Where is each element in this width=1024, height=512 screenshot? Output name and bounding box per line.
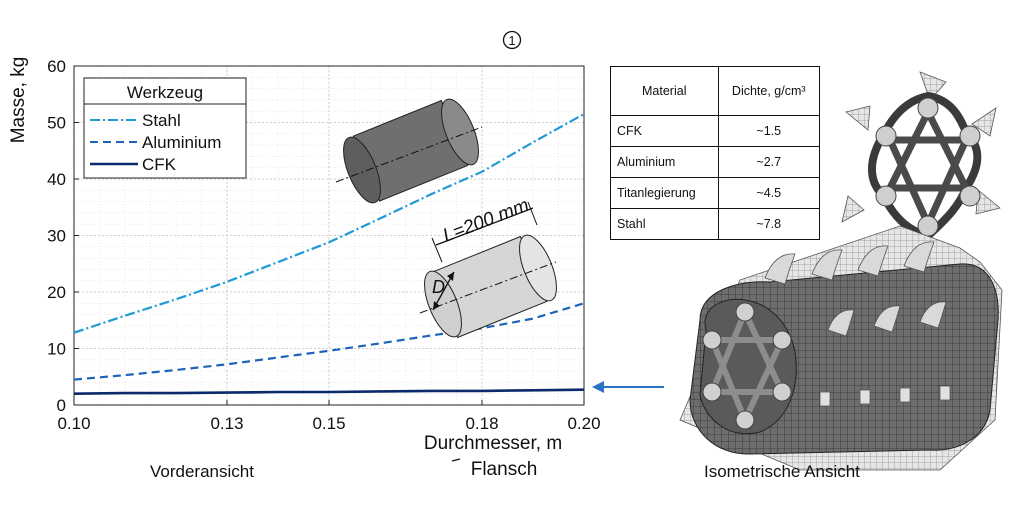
diameter-dimension-label: D bbox=[432, 277, 445, 297]
caption-front-view: Vorderansicht bbox=[150, 462, 254, 481]
x-axis-label-sub-tilde bbox=[451, 458, 461, 462]
legend: Werkzeug Stahl Aluminium CFK bbox=[83, 77, 247, 179]
y-tick-label: 20 bbox=[47, 283, 66, 302]
x-axis-label: Durchmesser, m bbox=[424, 433, 562, 454]
table-row: Titanlegierung ~4.5 bbox=[610, 177, 820, 209]
pointer-arrow bbox=[592, 381, 664, 393]
table-row: Stahl ~7.8 bbox=[610, 208, 820, 240]
table-header-material: Material bbox=[610, 66, 719, 116]
y-tick-label: 40 bbox=[47, 170, 66, 189]
y-tick-label: 50 bbox=[47, 114, 66, 133]
circled-number-marker: 1 bbox=[502, 30, 522, 50]
isometric-render bbox=[679, 225, 1003, 471]
legend-entry-stahl: Stahl bbox=[142, 111, 181, 130]
series-line-aluminium bbox=[73, 302, 585, 381]
y-tick-label: 60 bbox=[47, 57, 66, 76]
table-cell-material: CFK bbox=[610, 115, 719, 147]
x-axis-label-sub: Flansch bbox=[471, 459, 538, 480]
legend-entry-cfk: CFK bbox=[142, 155, 177, 174]
series-layer bbox=[73, 113, 585, 395]
table-row: CFK ~1.5 bbox=[610, 115, 820, 147]
x-tick-label: 0.13 bbox=[210, 414, 243, 433]
table-cell-material: Stahl bbox=[610, 208, 719, 240]
dark-cylinder-illustration bbox=[335, 98, 483, 204]
table-cell-material: Aluminium bbox=[610, 146, 719, 178]
table-row: Aluminium ~2.7 bbox=[610, 146, 820, 178]
table-cell-density: ~4.5 bbox=[717, 177, 820, 209]
x-tick-label: 0.15 bbox=[312, 414, 345, 433]
y-tick-label: 10 bbox=[47, 340, 66, 359]
x-tick-label: 0.18 bbox=[465, 414, 498, 433]
circled-number-text: 1 bbox=[508, 33, 515, 48]
material-density-table: Material Dichte, g/cm³ CFK ~1.5 Aluminiu… bbox=[610, 66, 820, 240]
x-tick-label: 0.10 bbox=[57, 414, 90, 433]
y-tick-label: 0 bbox=[57, 396, 66, 415]
caption-isometric-view: Isometrische Ansicht bbox=[704, 462, 860, 481]
x-tick-label: 0.20 bbox=[567, 414, 600, 433]
table-cell-density: ~1.5 bbox=[717, 115, 820, 147]
table-cell-material: Titanlegierung bbox=[610, 177, 719, 209]
legend-title: Werkzeug bbox=[127, 83, 203, 102]
table-header-density: Dichte, g/cm³ bbox=[717, 66, 820, 116]
y-tick-label: 30 bbox=[47, 227, 66, 246]
series-line-stahl bbox=[73, 113, 585, 334]
y-axis-label: Masse, kg bbox=[8, 57, 29, 144]
ticks: 0 10 20 30 40 50 60 0.10 0.13 0.15 0.18 0.20 bbox=[47, 57, 600, 433]
legend-entry-aluminium: Aluminium bbox=[142, 133, 221, 152]
length-dimension-line bbox=[435, 207, 534, 246]
table-cell-density: ~7.8 bbox=[717, 208, 820, 240]
series-line-cfk bbox=[73, 388, 585, 395]
table-header-row: Material Dichte, g/cm³ bbox=[610, 66, 820, 116]
table-cell-density: ~2.7 bbox=[717, 146, 820, 178]
